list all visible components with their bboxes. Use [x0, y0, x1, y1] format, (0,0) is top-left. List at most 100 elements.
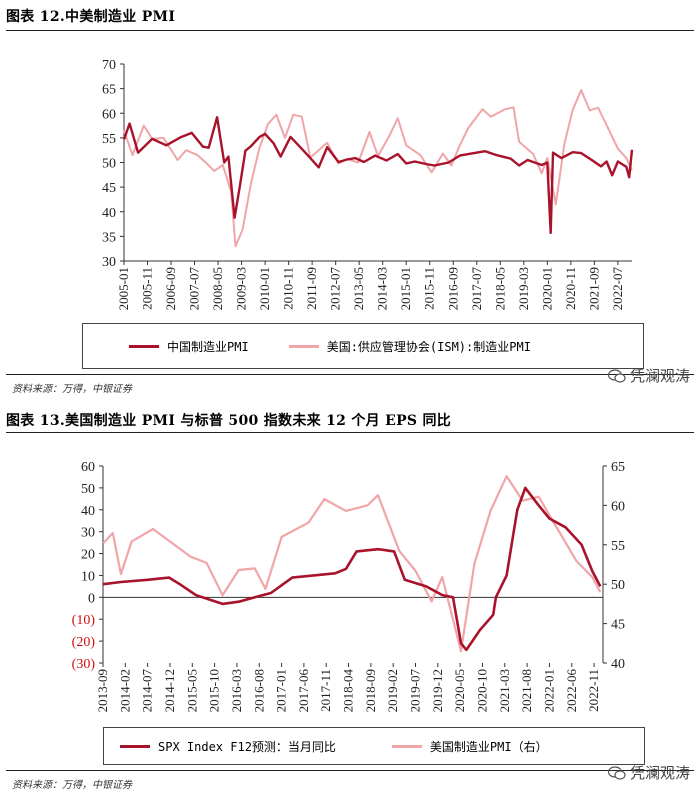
- wechat-icon: [607, 368, 626, 383]
- chart2-right-y-tick-label: 50: [611, 578, 625, 593]
- chart1-x-tick-label: 2015-11: [422, 267, 437, 310]
- chart2-x-tick-label: 2014-12: [162, 669, 177, 712]
- chart1-x-tick-label: 2017-07: [469, 267, 484, 311]
- chart1-x-tick-label: 2020-01: [539, 267, 554, 310]
- chart2-x-tick-label: 2020-10: [474, 669, 489, 712]
- watermark-text-2: 凭澜观涛: [629, 764, 690, 782]
- chart1-x-tick-label: 2021-09: [586, 267, 601, 310]
- chart2-top-rule: [6, 432, 694, 433]
- chart2-left-y-tick-label: 50: [81, 482, 95, 497]
- chart2-left-y-tick-label: 60: [81, 460, 95, 475]
- chart1-source: 资料来源：万得，中银证券: [12, 384, 132, 395]
- watermark-1: 凭澜观涛: [607, 365, 690, 386]
- chart1-x-tick-label: 2010-01: [257, 267, 272, 310]
- chart1-y-tick-label: 50: [102, 157, 116, 172]
- chart2-x-tick-label: 2017-01: [274, 669, 289, 712]
- chart2-legend: SPX Index F12预测：当月同比 美国制造业PMI（右）: [103, 727, 645, 765]
- legend-label-china-pmi: 中国制造业PMI: [167, 339, 249, 354]
- chart2-x-tick-label: 2014-02: [117, 669, 132, 712]
- legend-swatch-eps: [120, 744, 150, 748]
- chart1-x-tick-label: 2011-09: [304, 267, 319, 310]
- chart2-x-tick-label: 2019-07: [408, 669, 423, 713]
- legend-label-us-pmi: 美国制造业PMI（右）: [429, 739, 548, 754]
- chart1-x-tick-label: 2005-11: [140, 267, 155, 310]
- chart1-plot: 30 35 40 45 50 55 60 65 70 2005-01 2005-11 2006-09 2…: [102, 58, 634, 311]
- chart1-title: 图表 12.中美制造业 PMI: [6, 9, 176, 25]
- chart1-x-tick-label: 2006-09: [163, 267, 178, 310]
- series-line-china-pmi: [122, 116, 634, 235]
- chart1-x-tick-label: 2013-05: [351, 267, 366, 310]
- chart2-x-tick-label: 2018-09: [363, 669, 378, 712]
- chart2-x-tick-label: 2021-03: [497, 669, 512, 712]
- chart2-left-y-tick-label: 30: [81, 526, 95, 541]
- chart2-x-tick-label: 2019-12: [430, 669, 445, 712]
- chart2-x-tick-label: 2015-05: [184, 669, 199, 712]
- chart1-y-tick-label: 65: [102, 83, 116, 98]
- chart2-plot: (30) (20) (10) 0 10 20 30 40 50 60 40 45 50 55 60 65 201…: [72, 460, 625, 713]
- series-line-spx-eps: [103, 486, 602, 652]
- chart1-bottom-rule: [6, 374, 694, 375]
- chart2-x-tick-label: 2022-01: [541, 669, 556, 712]
- legend-item-spx-eps: SPX Index F12预测：当月同比: [120, 738, 336, 755]
- wechat-icon: [607, 765, 626, 780]
- chart1-x-tick-label: 2018-05: [492, 267, 507, 310]
- chart2-right-y-tick-label: 60: [611, 499, 625, 514]
- watermark-text-1: 凭澜观涛: [629, 367, 690, 385]
- chart2-right-y-tick-label: 65: [611, 460, 625, 475]
- legend-label-us-ism: 美国:供应管理协会(ISM):制造业PMI: [326, 339, 531, 354]
- watermark-2: 凭澜观涛: [607, 762, 690, 783]
- chart1-top-rule: [6, 30, 694, 31]
- chart1-x-tick-label: 2015-01: [398, 267, 413, 310]
- chart1-x-tick-label: 2014-03: [375, 267, 390, 310]
- chart1-x-tick-label: 2019-03: [516, 267, 531, 310]
- chart2-left-y-tick-label: (10): [72, 613, 96, 628]
- chart2-x-tick-label: 2017-11: [318, 669, 333, 712]
- chart2-bottom-rule: [6, 770, 694, 771]
- chart1-x-tick-label: 2008-05: [210, 267, 225, 310]
- chart2-x-tick-label: 2019-02: [385, 669, 400, 712]
- chart2-x-tick-label: 2013-09: [95, 669, 110, 712]
- chart1-y-tick-label: 35: [102, 230, 116, 245]
- chart1-x-tick-label: 2020-11: [563, 267, 578, 310]
- chart1-x-tick-label: 2022-07: [610, 267, 625, 311]
- series-line-us-pmi-right: [102, 475, 602, 653]
- chart1-y-tick-label: 45: [102, 181, 116, 196]
- chart1-x-tick-label: 2005-01: [116, 267, 131, 310]
- chart1-y-tick-label: 40: [102, 206, 116, 221]
- chart1-y-tick-label: 55: [102, 132, 116, 147]
- chart2-x-tick-label: 2022-11: [586, 669, 601, 712]
- chart1-y-tick-label: 70: [102, 58, 116, 73]
- chart1-x-tick-label: 2016-09: [445, 267, 460, 310]
- chart2-x-tick-label: 2022-06: [564, 669, 579, 713]
- chart2-right-y-tick-label: 45: [611, 618, 625, 633]
- chart2-x-tick-label: 2016-03: [229, 669, 244, 712]
- chart1-x-tick-label: 2010-11: [281, 267, 296, 310]
- chart2-source: 资料来源：万得，中银证券: [12, 780, 132, 791]
- chart2-x-tick-label: 2018-04: [341, 669, 356, 713]
- chart2-right-y-tick-label: 55: [611, 539, 625, 554]
- chart1-x-tick-label: 2007-07: [187, 267, 202, 311]
- chart2-x-tick-label: 2016-08: [251, 669, 266, 712]
- chart1-x-tick-label: 2009-03: [234, 267, 249, 310]
- chart2-x-tick-label: 2017-06: [296, 669, 311, 713]
- chart2-left-y-tick-label: 10: [81, 569, 95, 584]
- legend-label-spx-eps: SPX Index F12预测：当月同比: [158, 739, 336, 754]
- chart2-left-y-tick-label: 20: [81, 548, 95, 563]
- chart2-right-y-tick-label: 40: [611, 657, 625, 672]
- chart1-y-tick-label: 30: [102, 255, 116, 270]
- chart1-y-tick-label: 60: [102, 107, 116, 122]
- legend-swatch-china: [129, 344, 159, 348]
- legend-swatch-us: [288, 344, 319, 348]
- series-line-us-ism: [123, 89, 633, 248]
- chart2-title: 图表 13.美国制造业 PMI 与标普 500 指数未来 12 个月 EPS 同…: [6, 413, 452, 429]
- chart1-legend: 中国制造业PMI 美国:供应管理协会(ISM):制造业PMI: [82, 323, 644, 369]
- chart2-x-tick-label: 2014-07: [140, 669, 155, 713]
- chart2-x-tick-label: 2015-10: [207, 669, 222, 712]
- chart2-left-y-tick-label: 0: [88, 591, 95, 606]
- chart1-x-tick-label: 2012-07: [328, 267, 343, 311]
- legend-item-us-ism: 美国:供应管理协会(ISM):制造业PMI: [288, 338, 531, 355]
- chart2-left-y-tick-label: (20): [72, 635, 96, 650]
- chart2-left-y-tick-label: 40: [81, 504, 95, 519]
- legend-item-us-pmi: 美国制造业PMI（右）: [391, 738, 548, 755]
- chart2-x-tick-label: 2020-05: [452, 669, 467, 712]
